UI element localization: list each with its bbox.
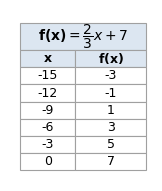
Bar: [75, 84, 146, 102]
Text: -12: -12: [38, 87, 58, 100]
Text: 5: 5: [107, 138, 115, 151]
Text: -3: -3: [42, 138, 54, 151]
Bar: [75, 50, 146, 67]
Bar: [20, 136, 75, 153]
Bar: [20, 119, 75, 136]
Text: -1: -1: [104, 87, 117, 100]
Bar: [20, 153, 75, 170]
Bar: [20, 84, 75, 102]
Text: -6: -6: [42, 121, 54, 134]
Bar: [20, 67, 75, 84]
Text: -15: -15: [38, 70, 58, 83]
Text: -9: -9: [42, 104, 54, 117]
Text: $\mathbf{f(x)} = \dfrac{2}{3}x+7$: $\mathbf{f(x)} = \dfrac{2}{3}x+7$: [38, 22, 128, 51]
Text: $\mathbf{f(x)}$: $\mathbf{f(x)}$: [98, 51, 124, 66]
Bar: [75, 102, 146, 119]
Bar: [20, 23, 146, 50]
Text: 0: 0: [44, 155, 52, 168]
Text: -3: -3: [104, 70, 117, 83]
Bar: [20, 102, 75, 119]
Text: 7: 7: [107, 155, 115, 168]
Text: 3: 3: [107, 121, 115, 134]
Bar: [75, 67, 146, 84]
Bar: [20, 50, 75, 67]
Bar: [75, 153, 146, 170]
Text: 1: 1: [107, 104, 115, 117]
Bar: [75, 119, 146, 136]
Bar: [75, 136, 146, 153]
Text: $\mathbf{x}$: $\mathbf{x}$: [43, 52, 53, 65]
